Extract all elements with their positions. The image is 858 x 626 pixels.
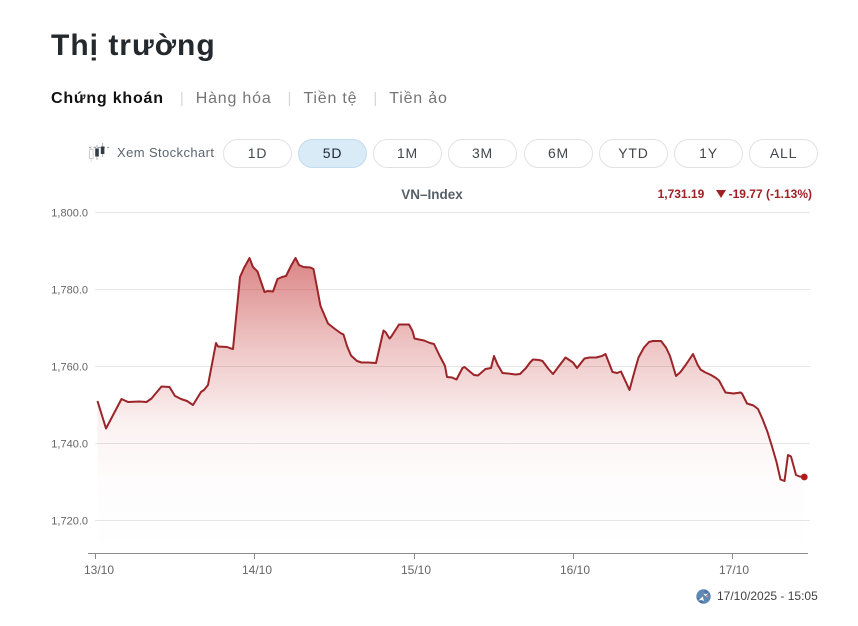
svg-text:14/10: 14/10: [242, 563, 272, 577]
svg-text:16/10: 16/10: [560, 563, 590, 577]
svg-text:17/10: 17/10: [719, 563, 749, 577]
svg-text:1,760.0: 1,760.0: [51, 362, 88, 374]
svg-text:1,780.0: 1,780.0: [51, 285, 88, 297]
svg-text:1,720.0: 1,720.0: [51, 516, 88, 528]
svg-text:1,740.0: 1,740.0: [51, 439, 88, 451]
svg-text:1,800.0: 1,800.0: [51, 208, 88, 220]
svg-text:13/10: 13/10: [84, 563, 114, 577]
svg-text:15/10: 15/10: [401, 563, 431, 577]
